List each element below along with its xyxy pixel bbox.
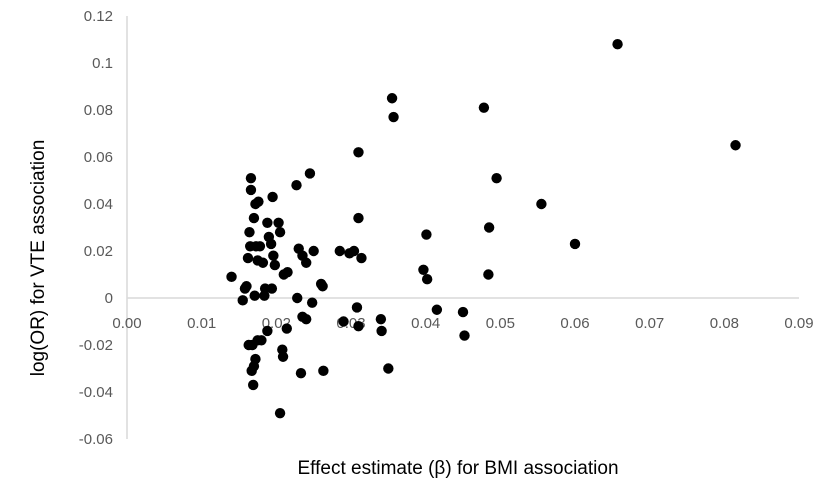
data-point (281, 323, 292, 334)
data-point (334, 245, 345, 257)
data-point (301, 257, 312, 268)
data-point (263, 231, 275, 243)
data-point (301, 313, 312, 325)
data-point (536, 198, 547, 210)
data-point (274, 407, 286, 419)
y-tick-label: 0 (105, 290, 113, 307)
data-point (431, 304, 443, 315)
data-point (246, 365, 257, 377)
data-point (491, 172, 502, 184)
y-tick-label: 0.08 (84, 102, 113, 119)
data-point (338, 316, 349, 327)
data-point (375, 313, 387, 325)
data-point (249, 290, 260, 301)
x-tick-label: 0.00 (112, 315, 141, 332)
data-point (250, 198, 261, 210)
data-point (353, 212, 364, 224)
y-tick-label: -0.04 (79, 384, 113, 401)
x-tick-label: 0.04 (411, 315, 440, 332)
data-point (612, 39, 623, 50)
data-point (569, 238, 581, 250)
data-point (344, 248, 355, 259)
data-point (356, 252, 367, 264)
data-point (318, 365, 329, 377)
data-point (245, 172, 257, 184)
data-point (376, 325, 387, 337)
y-tick-label: 0.04 (84, 196, 113, 213)
data-point (259, 290, 270, 301)
data-point (247, 379, 259, 391)
data-point (252, 255, 263, 266)
data-point (292, 292, 303, 304)
x-tick-label: 0.05 (486, 315, 515, 332)
y-tick-label: 0.12 (84, 8, 113, 25)
y-tick-label: -0.06 (79, 431, 113, 448)
x-tick-label: 0.08 (710, 315, 739, 332)
axes (126, 16, 799, 439)
data-point (239, 283, 251, 294)
data-point (351, 302, 363, 313)
data-point (383, 363, 394, 374)
y-tick-label: 0.06 (84, 149, 113, 166)
data-point (353, 321, 364, 332)
data-point (262, 325, 273, 337)
y-axis-title: log(OR) for VTE association (28, 140, 49, 377)
data-point (388, 111, 399, 123)
data-points (226, 39, 741, 419)
data-point (459, 330, 470, 341)
data-point (252, 335, 263, 346)
data-point (269, 259, 281, 271)
x-tick-labels: 0.00 0.01 0.02 0.03 0.04 0.05 0.06 0.07 0.08 0.09 (112, 315, 813, 332)
x-tick-label: 0.06 (560, 315, 589, 332)
data-point (282, 266, 293, 278)
data-point (244, 227, 255, 238)
data-point (306, 297, 318, 308)
data-point (268, 250, 279, 261)
data-point (262, 217, 273, 228)
data-point (243, 339, 254, 351)
data-point (353, 147, 364, 158)
data-point (308, 245, 319, 257)
data-point (418, 264, 429, 275)
data-point (386, 93, 398, 104)
x-tick-label: 0.09 (784, 315, 813, 332)
data-point (291, 180, 302, 191)
data-point (421, 229, 432, 240)
data-point (478, 102, 490, 113)
data-point (267, 191, 278, 203)
data-point (226, 271, 237, 283)
data-point (274, 227, 286, 238)
x-tick-label: 0.01 (187, 315, 216, 332)
x-axis-title: Effect estimate (β) for BMI association (297, 458, 618, 479)
data-point (730, 140, 741, 151)
data-point (245, 241, 256, 252)
data-point (245, 184, 257, 196)
data-point (237, 295, 248, 306)
data-point (273, 217, 284, 228)
y-tick-label: 0.02 (84, 243, 113, 260)
data-point (421, 274, 433, 285)
data-point (248, 212, 260, 224)
y-tick-labels: -0.06 -0.04 -0.02 0 0.02 0.04 0.06 0.08 0.1 0.12 (79, 8, 113, 448)
data-point (304, 168, 316, 179)
data-point (317, 281, 328, 292)
data-point (457, 306, 469, 318)
data-point (277, 351, 289, 362)
x-tick-label: 0.07 (635, 315, 664, 332)
data-point (295, 368, 307, 379)
data-point (483, 222, 495, 233)
data-point (242, 252, 254, 264)
data-point (483, 269, 494, 280)
y-tick-label: -0.02 (79, 337, 113, 354)
y-tick-label: 0.1 (92, 55, 113, 72)
